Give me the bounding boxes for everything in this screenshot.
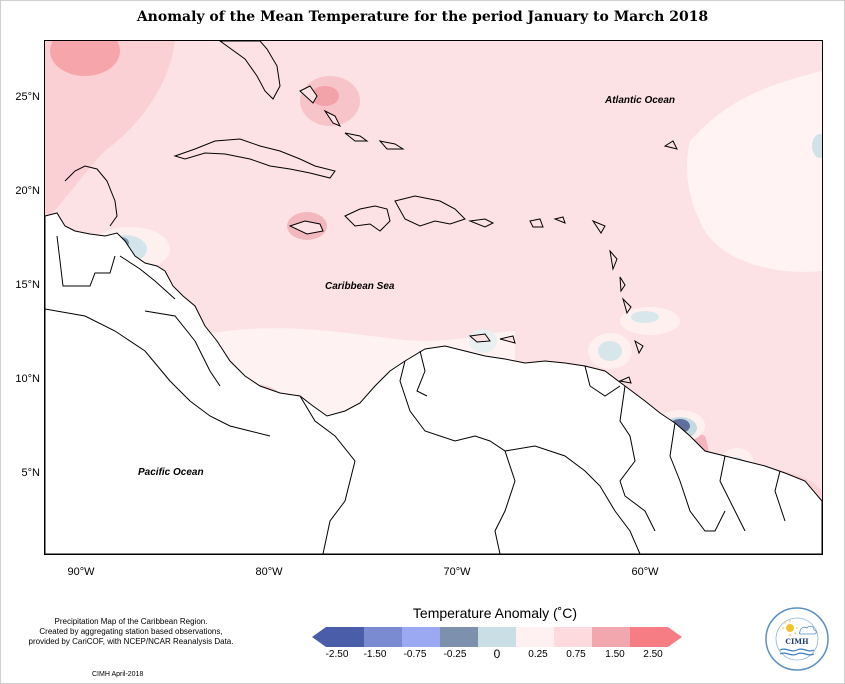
legend-tick: -2.50 <box>325 649 349 660</box>
legend-tick: 0.75 <box>566 649 586 660</box>
map-title: Anomaly of the Mean Temperature for the … <box>136 9 709 25</box>
legend-swatch <box>630 627 682 647</box>
legend-swatch <box>516 627 554 647</box>
islands <box>173 85 678 384</box>
legend-title: Temperature Anomaly (˚C) <box>412 605 578 621</box>
map-caption: Precipitation Map of the Caribbean Regio… <box>6 617 256 647</box>
sun-cloud-icon <box>782 620 817 636</box>
legend-tick: -0.75 <box>403 649 427 660</box>
lon-label-60w: 60°W <box>631 566 659 578</box>
lat-label-15n: 15°N <box>15 279 40 291</box>
caption-line: Precipitation Map of the Caribbean Regio… <box>54 617 208 626</box>
logo-text: CIMH <box>785 637 809 646</box>
legend-tick: -0.25 <box>443 649 467 660</box>
legend-tick: 2.50 <box>643 649 663 660</box>
lat-label-20n: 20°N <box>15 185 40 197</box>
legend-swatch <box>312 627 364 647</box>
lat-label-25n: 25°N <box>15 91 40 103</box>
caption-line: provided by CariCOF, with NCEP/NCAR Rean… <box>28 637 234 646</box>
lon-label-70w: 70°W <box>443 566 471 578</box>
caption-line: Created by aggregating station based obs… <box>39 627 223 636</box>
lon-label-90w: 90°W <box>67 566 95 578</box>
cimh-logo: CIMH <box>765 607 829 671</box>
legend-swatch <box>478 627 516 647</box>
credit-text: CIMH April-2018 <box>92 671 144 678</box>
legend-tick: 1.50 <box>605 649 625 660</box>
map-area <box>44 40 823 555</box>
legend-swatch <box>554 627 592 647</box>
landmass-north <box>64 41 281 227</box>
legend-tick: 0 <box>493 647 501 661</box>
landmass <box>45 212 822 554</box>
atlantic-ocean-label: Atlantic Ocean <box>605 95 676 106</box>
lat-label-5n: 5°N <box>21 467 40 479</box>
legend-swatch <box>592 627 630 647</box>
legend-swatch <box>364 627 402 647</box>
legend-swatch <box>402 627 440 647</box>
pacific-ocean-label: Pacific Ocean <box>138 467 204 478</box>
legend-tick: -1.50 <box>363 649 387 660</box>
lon-label-80w: 80°W <box>255 566 283 578</box>
lat-label-10n: 10°N <box>15 373 40 385</box>
caribbean-sea-label: Caribbean Sea <box>325 281 395 292</box>
legend-swatch <box>440 627 478 647</box>
legend-colorbar <box>312 627 682 647</box>
legend-tick: 0.25 <box>528 649 548 660</box>
